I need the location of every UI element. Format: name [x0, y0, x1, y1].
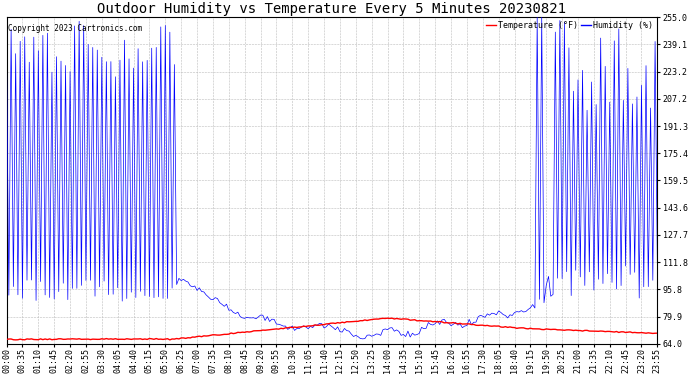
- Title: Outdoor Humidity vs Temperature Every 5 Minutes 20230821: Outdoor Humidity vs Temperature Every 5 …: [97, 2, 566, 16]
- Legend: Temperature (°F), Humidity (%): Temperature (°F), Humidity (%): [482, 18, 656, 34]
- Text: Copyright 2023 Cartronics.com: Copyright 2023 Cartronics.com: [8, 24, 142, 33]
